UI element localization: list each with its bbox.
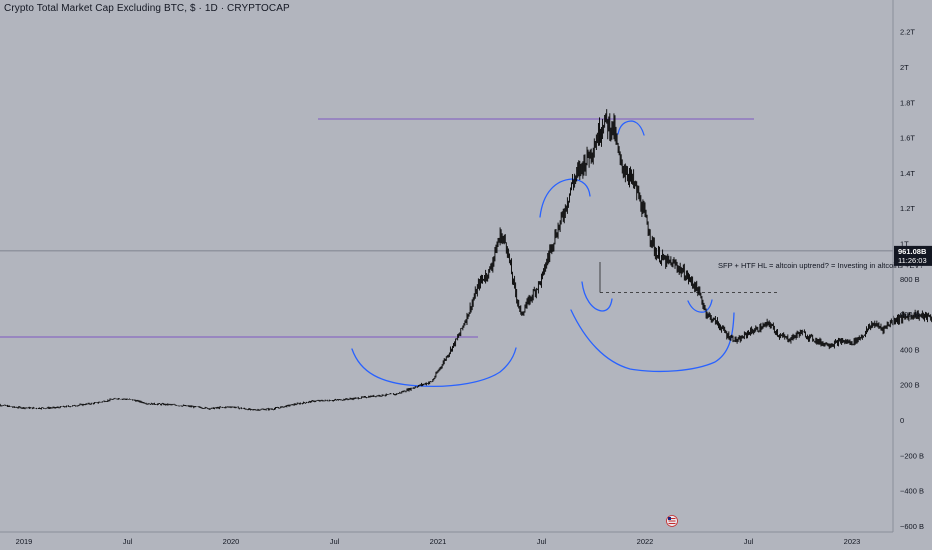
y-tick-label: 1.2T [900, 204, 915, 213]
x-tick-label: Jul [123, 537, 133, 546]
y-tick-label: 1.4T [900, 169, 915, 178]
hand-drawn-curve [539, 178, 591, 218]
price-tag-value: 961.08B [898, 247, 927, 256]
x-tick-label: 2023 [844, 537, 861, 546]
hand-drawn-curve [581, 281, 613, 312]
y-tick-label: 1.6T [900, 134, 915, 143]
hand-drawn-curve [617, 120, 645, 136]
x-tick-label: Jul [330, 537, 340, 546]
x-tick-label: 2022 [637, 537, 654, 546]
y-tick-label: 200 B [900, 381, 920, 390]
y-tick-label: −400 B [900, 487, 924, 496]
x-tick-label: 2021 [430, 537, 447, 546]
price-tag-box [894, 245, 932, 266]
y-tick-label: 1.8T [900, 98, 915, 107]
x-tick-label: 2019 [16, 537, 33, 546]
y-tick-label: 400 B [900, 345, 920, 354]
y-tick-label: 1T [900, 240, 909, 249]
hand-drawn-curve [351, 347, 517, 388]
us-flag-icon[interactable] [666, 515, 678, 527]
y-tick-label: 600 B [900, 310, 920, 319]
y-tick-label: 800 B [900, 275, 920, 284]
y-tick-label: −200 B [900, 451, 924, 460]
x-tick-label: 2020 [223, 537, 240, 546]
hand-drawn-curve [570, 309, 735, 373]
x-tick-label: Jul [744, 537, 754, 546]
y-tick-label: 0 [900, 416, 904, 425]
x-tick-label: Jul [537, 537, 547, 546]
annotation-text: SFP + HTF HL = altcoin uptrend? = Invest… [718, 261, 924, 270]
drawing-overlays [0, 118, 778, 388]
y-tick-label: 2.2T [900, 28, 915, 37]
y-tick-label: −600 B [900, 522, 924, 531]
price-candles [0, 109, 932, 411]
price-series [0, 109, 932, 411]
price-tag-countdown: 11:26:03 [898, 256, 927, 265]
y-tick-label: 2T [900, 63, 909, 72]
hand-drawn-curve [687, 299, 713, 313]
chart-title: Crypto Total Market Cap Excluding BTC, $… [4, 3, 290, 14]
